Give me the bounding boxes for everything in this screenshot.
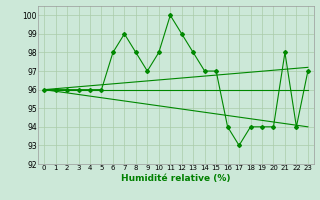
X-axis label: Humidité relative (%): Humidité relative (%) [121, 174, 231, 183]
